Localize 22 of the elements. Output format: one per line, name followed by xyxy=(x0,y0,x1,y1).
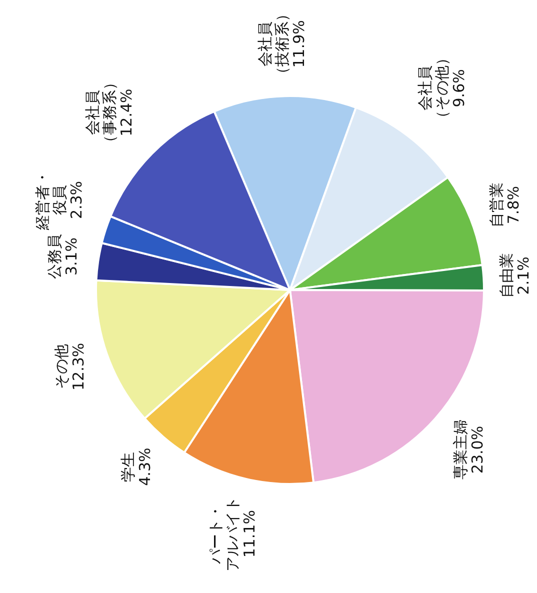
slice-label: 公務員 xyxy=(46,234,64,280)
slice-label: 会社員（事務系） xyxy=(83,75,118,150)
data-label: 3.1% xyxy=(62,237,81,276)
slice-label: 専業主婦 xyxy=(451,420,470,480)
slice-label: 自由業 xyxy=(497,253,516,298)
slice-label: その他 xyxy=(52,344,71,390)
slice-label: パート・アルバイト xyxy=(206,496,242,572)
data-label: 12.3% xyxy=(70,342,88,391)
data-label: 11.9% xyxy=(290,20,308,68)
slice-label: 経営者・役員 xyxy=(33,170,68,232)
data-label: 9.6% xyxy=(450,69,468,108)
data-label: 11.1% xyxy=(240,510,258,558)
slice-label: 自営業 xyxy=(487,182,506,228)
data-label: 12.4% xyxy=(117,88,136,136)
data-label: 7.8% xyxy=(504,186,522,224)
data-label: 23.0% xyxy=(468,426,486,474)
slice-label: 学生 xyxy=(118,452,137,482)
data-label: 2.3% xyxy=(67,180,86,220)
data-label: 4.3% xyxy=(136,448,154,486)
data-label: 2.1% xyxy=(514,256,532,295)
slice-label: 会社員（技術系） xyxy=(256,6,292,82)
slice-label: 会社員（その他） xyxy=(416,50,451,126)
